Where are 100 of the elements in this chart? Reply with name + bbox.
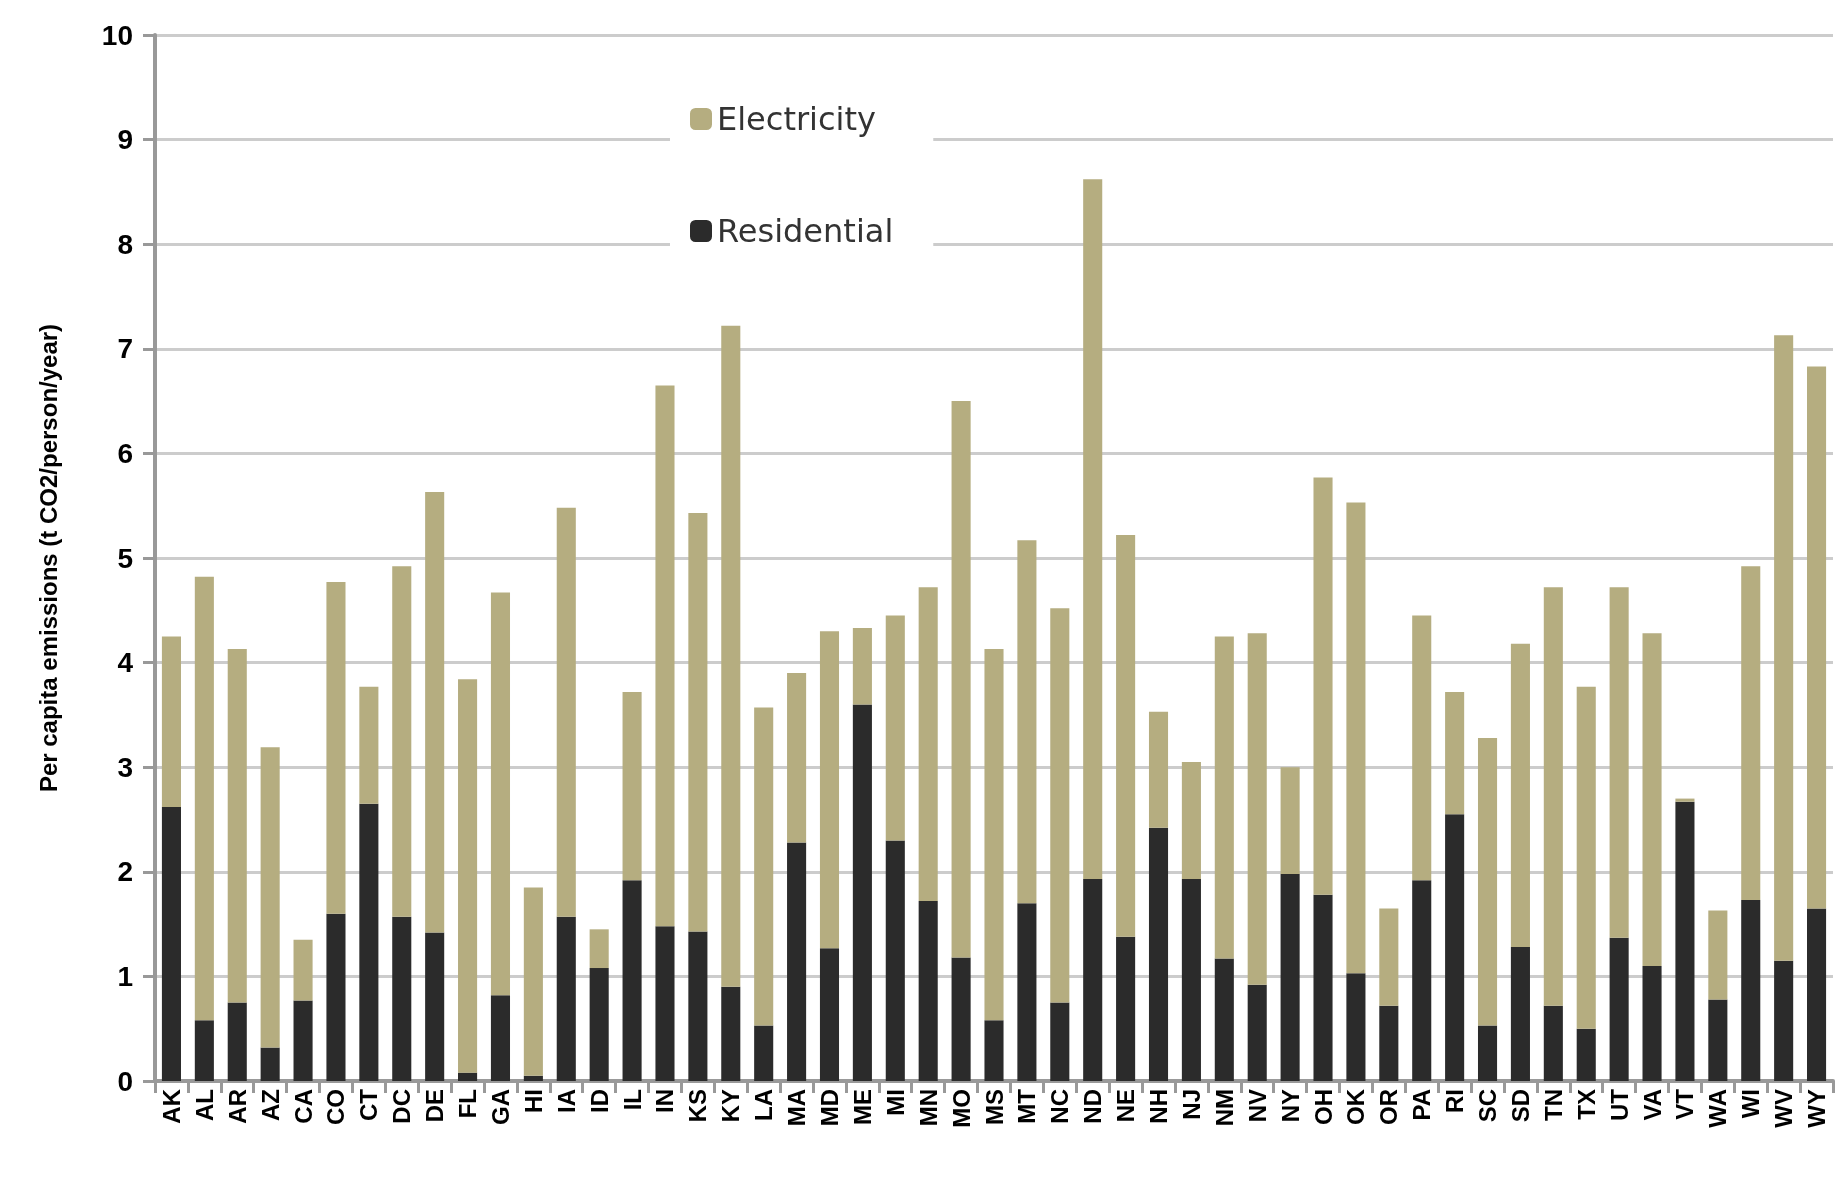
x-tick-label: MO [947,1089,975,1128]
x-tick-label: AL [190,1089,218,1121]
x-tick-label: LA [750,1089,778,1121]
x-tick-label: WA [1704,1089,1732,1128]
bar [1148,827,1169,1081]
bar [885,840,905,1081]
bar [951,957,971,1081]
bar [918,901,938,1081]
bar [490,995,511,1081]
bar [1116,936,1136,1081]
x-tick-label: AR [223,1089,251,1124]
bar [392,566,412,917]
bar [622,880,642,1081]
bar [194,576,214,1021]
x-tick-label: SC [1474,1089,1502,1123]
x-tick-label: PA [1408,1089,1436,1121]
bar [1445,814,1465,1081]
bar [556,916,576,1081]
x-tick-label: MA [783,1089,811,1127]
y-tick-label: 5 [117,542,133,574]
bar [1181,879,1201,1081]
bar [1609,587,1629,938]
bar [1774,960,1794,1081]
x-tick-label: NH [1145,1089,1173,1124]
x-tick-label: WV [1770,1089,1798,1128]
bar [1642,965,1662,1081]
bar [622,691,642,881]
x-tick-label: CA [289,1089,317,1124]
y-tick-label: 0 [117,1065,133,1097]
bar [1148,711,1169,828]
bar [1017,903,1037,1081]
bar [161,806,181,1081]
bar [458,679,478,1073]
x-tick-label: NY [1276,1089,1304,1123]
bar [721,325,741,987]
bar [852,704,872,1081]
bar [1050,608,1070,1003]
y-tick-label: 8 [117,228,133,260]
x-tick-label: WY [1803,1089,1831,1128]
x-tick-label: ND [1079,1089,1107,1124]
legend-label: Residential [717,212,894,250]
x-tick-label: MD [815,1089,843,1127]
x-tick-label: RI [1441,1089,1469,1113]
bar [1741,900,1761,1081]
bar [260,1047,280,1081]
bar [754,707,774,1026]
bar [1510,643,1530,948]
x-tick-label: VT [1671,1088,1699,1120]
bar [1050,1002,1070,1081]
bar [1675,801,1695,1081]
bar [260,747,280,1048]
bar [1543,587,1563,1006]
x-tick-label: KS [684,1089,712,1123]
bar [1412,615,1432,881]
bar [1116,534,1136,937]
bar [819,948,840,1081]
bar [1807,908,1827,1081]
bar [688,513,708,932]
bar [655,385,675,927]
bar [1708,910,1728,1000]
bar [523,1075,543,1081]
bar [359,686,379,804]
bar [392,916,412,1081]
bar [1543,1005,1563,1081]
x-tick-label: NC [1046,1089,1074,1124]
bar [326,582,346,914]
x-tick-label: IL [618,1089,646,1111]
bar [161,636,181,807]
bar [227,649,247,1003]
bar [589,929,609,969]
y-tick-label: 1 [117,960,133,992]
bar [293,939,313,1001]
bar [1445,691,1465,815]
bar [1576,686,1596,1029]
bar [951,401,971,958]
bar [1642,633,1662,966]
x-tick-label: IN [651,1089,679,1113]
x-tick-label: NM [1210,1089,1238,1127]
bar [984,649,1004,1021]
bar [1477,737,1498,1026]
bar [984,1020,1004,1081]
y-axis-title: Per capita emissions (t CO2/person/year) [34,323,62,793]
bar [1017,540,1037,904]
x-tick-label: IA [552,1089,580,1113]
y-tick-label: 7 [117,333,133,365]
bar [655,926,675,1081]
bar [787,673,807,843]
bar [1477,1025,1498,1081]
bar [1346,973,1366,1081]
x-tick-label: DE [421,1089,449,1123]
y-tick-label: 4 [117,647,134,679]
bar [1083,879,1103,1081]
bar [1741,566,1761,901]
x-tick-label: TN [1539,1089,1567,1121]
x-tick-label: VA [1638,1089,1666,1121]
bar [918,587,938,902]
x-tick-label: NJ [1177,1089,1205,1120]
x-tick-label: DC [388,1089,416,1124]
y-tick-label: 3 [117,751,133,783]
bar [1412,880,1432,1081]
